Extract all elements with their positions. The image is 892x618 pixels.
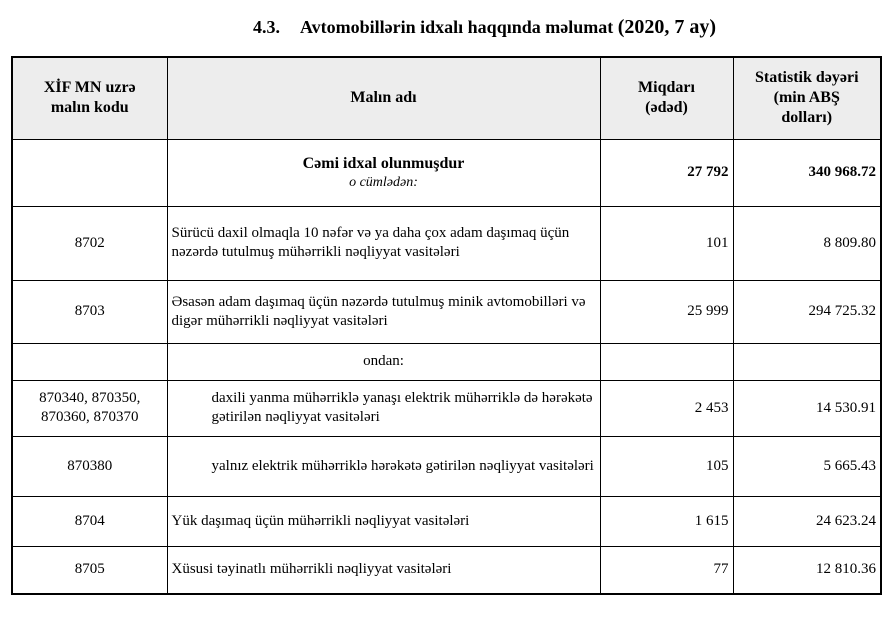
table-row-8702: 8702 Sürücü daxil olmaqla 10 nəfər və ya… xyxy=(11,205,882,281)
table-row-electric: 870380 yalnız elektrik mühərriklə hərəkə… xyxy=(11,435,882,497)
row-code: 8704 xyxy=(11,495,168,547)
row-value: 294 725.32 xyxy=(732,279,882,344)
row-code: 8702 xyxy=(11,205,168,281)
row-value: 8 809.80 xyxy=(732,205,882,281)
table-row-hybrid: 870340, 870350, 870360, 870370 daxili ya… xyxy=(11,379,882,437)
table-row-8705: 8705 Xüsusi təyinatlı mühərrikli nəqliyy… xyxy=(11,545,882,595)
row-code: 870380 xyxy=(11,435,168,497)
title-text: Avtomobillərin idxalı haqqında məlumat xyxy=(300,17,614,37)
row-qty: 2 453 xyxy=(599,379,734,437)
row-code: 8705 xyxy=(11,545,168,595)
row-qty: 1 615 xyxy=(599,495,734,547)
row-value: 5 665.43 xyxy=(732,435,882,497)
row-qty: 25 999 xyxy=(599,279,734,344)
row-qty: 27 792 xyxy=(599,138,734,207)
row-name: Əsasən adam daşımaq üçün nəzərdə tutulmu… xyxy=(166,279,601,344)
table-row-total: Cəmi idxal olunmuşdur o cümlədən: 27 792… xyxy=(11,138,882,207)
col-header-qty: Miqdarı (ədəd) xyxy=(599,56,734,140)
row-code: 870340, 870350, 870360, 870370 xyxy=(11,379,168,437)
title-section-number: 4.3. xyxy=(253,17,280,37)
table-row-8703: 8703 Əsasən adam daşımaq üçün nəzərdə tu… xyxy=(11,279,882,344)
row-code xyxy=(11,138,168,207)
row-qty xyxy=(599,342,734,381)
row-qty: 101 xyxy=(599,205,734,281)
row-name: Yük daşımaq üçün mühərrikli nəqliyyat va… xyxy=(166,495,601,547)
row-code: 8703 xyxy=(11,279,168,344)
table-body: Cəmi idxal olunmuşdur o cümlədən: 27 792… xyxy=(11,138,882,595)
row-name: yalnız elektrik mühərriklə hərəkətə gəti… xyxy=(166,435,601,497)
imports-table: XİF MN uzrə malın kodu Malın adı Miqdarı… xyxy=(11,56,882,595)
row-name: Cəmi idxal olunmuşdur o cümlədən: xyxy=(166,138,601,207)
row-name: daxili yanma mühərriklə yanaşı elektrik … xyxy=(166,379,601,437)
row-value: 24 623.24 xyxy=(732,495,882,547)
row-name: ondan: xyxy=(166,342,601,381)
row-code xyxy=(11,342,168,381)
title-period: (2020, 7 ay) xyxy=(617,16,717,38)
page-title: 4.3. Avtomobillərin idxalı haqqında məlum… xyxy=(253,14,892,40)
row-value xyxy=(732,342,882,381)
row-value: 12 810.36 xyxy=(732,545,882,595)
table-row-divider: ondan: xyxy=(11,342,882,381)
col-header-value: Statistik dəyəri (min ABŞ dolları) xyxy=(732,56,882,140)
col-header-name: Malın adı xyxy=(166,56,601,140)
row-value: 14 530.91 xyxy=(732,379,882,437)
col-header-code: XİF MN uzrə malın kodu xyxy=(11,56,168,140)
row-name: Xüsusi təyinatlı mühərrikli nəqliyyat va… xyxy=(166,545,601,595)
row-qty: 77 xyxy=(599,545,734,595)
row-qty: 105 xyxy=(599,435,734,497)
total-label: Cəmi idxal olunmuşdur xyxy=(302,154,465,172)
row-value: 340 968.72 xyxy=(732,138,882,207)
table-row-8704: 8704 Yük daşımaq üçün mühərrikli nəqliyy… xyxy=(11,495,882,547)
total-sublabel: o cümlədən: xyxy=(349,174,418,190)
header-row: XİF MN uzrə malın kodu Malın adı Miqdarı… xyxy=(11,56,882,140)
row-name: Sürücü daxil olmaqla 10 nəfər və ya daha… xyxy=(166,205,601,281)
